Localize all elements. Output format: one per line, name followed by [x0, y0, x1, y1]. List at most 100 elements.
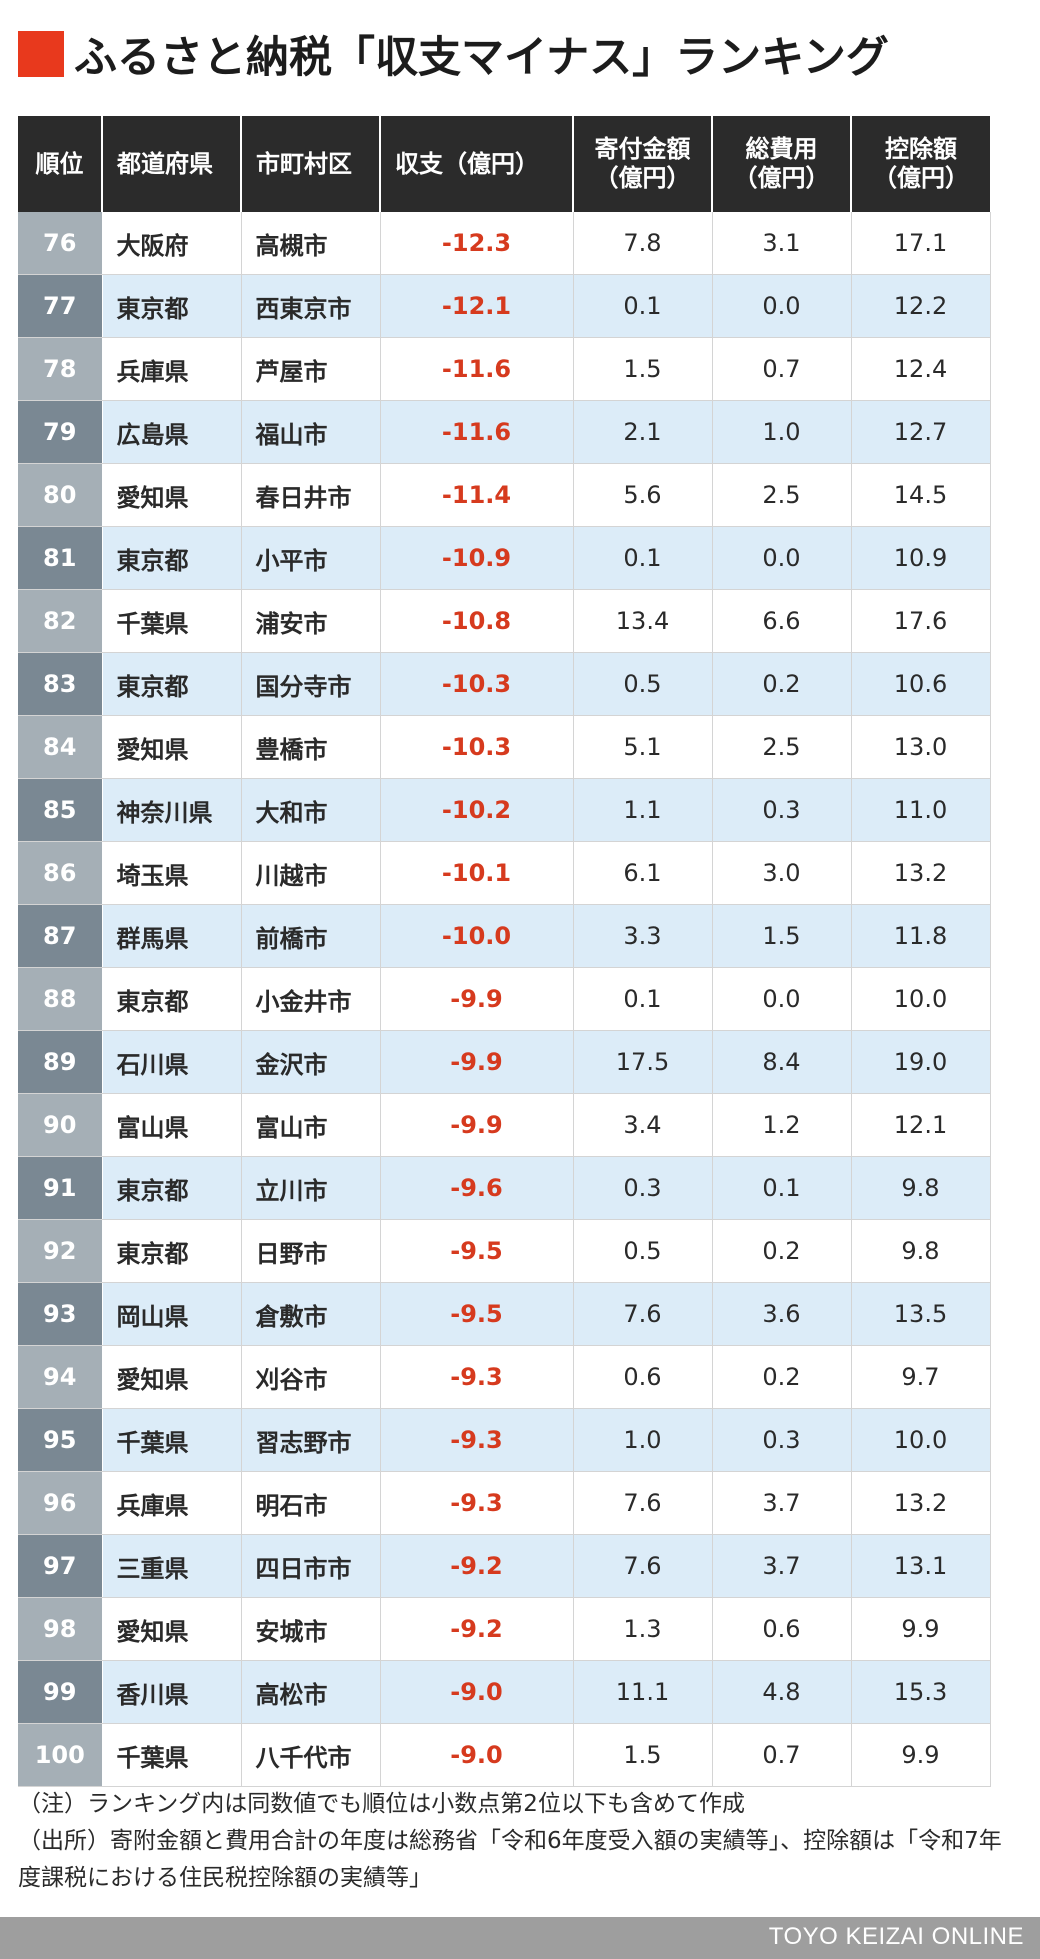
- table-row: 94 愛知県 刈谷市 -9.3 0.6 0.2 9.7: [18, 1345, 991, 1409]
- table-row: 80 愛知県 春日井市 -11.4 5.6 2.5 14.5: [18, 463, 991, 527]
- header-balance: 収支（億円）: [380, 116, 574, 212]
- prefecture-cell: 広島県: [102, 400, 242, 464]
- balance-cell: -10.8: [380, 589, 574, 653]
- table-row: 86 埼玉県 川越市 -10.1 6.1 3.0 13.2: [18, 841, 991, 905]
- deduction-cell: 9.7: [851, 1345, 991, 1409]
- title-text: ふるさと納税「収支マイナス」ランキング: [74, 33, 889, 83]
- deduction-cell: 12.7: [851, 400, 991, 464]
- table-row: 93 岡山県 倉敷市 -9.5 7.6 3.6 13.5: [18, 1282, 991, 1346]
- cost-cell: 3.7: [712, 1471, 852, 1535]
- prefecture-cell: 東京都: [102, 526, 242, 590]
- municipality-cell: 安城市: [241, 1597, 381, 1661]
- table-row: 77 東京都 西東京市 -12.1 0.1 0.0 12.2: [18, 274, 991, 338]
- balance-cell: -12.3: [380, 212, 574, 275]
- table-row: 82 千葉県 浦安市 -10.8 13.4 6.6 17.6: [18, 589, 991, 653]
- balance-cell: -9.9: [380, 1093, 574, 1157]
- table-body: 76 大阪府 高槻市 -12.3 7.8 3.1 17.1 77 東京都 西東京市 -12.1 0.1…: [18, 212, 991, 1787]
- municipality-cell: 前橋市: [241, 904, 381, 968]
- deduction-cell: 10.0: [851, 967, 991, 1031]
- table-row: 81 東京都 小平市 -10.9 0.1 0.0 10.9: [18, 526, 991, 590]
- deduction-cell: 9.9: [851, 1723, 991, 1787]
- deduction-cell: 17.1: [851, 212, 991, 275]
- balance-cell: -9.5: [380, 1282, 574, 1346]
- balance-cell: -11.6: [380, 400, 574, 464]
- table-row: 83 東京都 国分寺市 -10.3 0.5 0.2 10.6: [18, 652, 991, 716]
- table-header: 順位 都道府県 市町村区 収支（億円） 寄付金額 （億円） 総費用 （億円） 控除額…: [18, 116, 990, 212]
- deduction-cell: 13.2: [851, 841, 991, 905]
- prefecture-cell: 岡山県: [102, 1282, 242, 1346]
- prefecture-cell: 東京都: [102, 652, 242, 716]
- rank-cell: 96: [18, 1471, 103, 1535]
- municipality-cell: 日野市: [241, 1219, 381, 1283]
- donation-cell: 7.6: [573, 1534, 713, 1598]
- table-row: 84 愛知県 豊橋市 -10.3 5.1 2.5 13.0: [18, 715, 991, 779]
- donation-cell: 2.1: [573, 400, 713, 464]
- rank-cell: 82: [18, 589, 103, 653]
- deduction-cell: 13.0: [851, 715, 991, 779]
- cost-cell: 3.1: [712, 212, 852, 275]
- header-prefecture: 都道府県: [102, 116, 242, 212]
- prefecture-cell: 東京都: [102, 274, 242, 338]
- rank-cell: 95: [18, 1408, 103, 1472]
- rank-cell: 91: [18, 1156, 103, 1220]
- municipality-cell: 習志野市: [241, 1408, 381, 1472]
- table-row: 92 東京都 日野市 -9.5 0.5 0.2 9.8: [18, 1219, 991, 1283]
- donation-cell: 3.3: [573, 904, 713, 968]
- donation-cell: 7.8: [573, 212, 713, 275]
- municipality-cell: 金沢市: [241, 1030, 381, 1094]
- prefecture-cell: 千葉県: [102, 1723, 242, 1787]
- prefecture-cell: 富山県: [102, 1093, 242, 1157]
- rank-cell: 98: [18, 1597, 103, 1661]
- donation-cell: 0.3: [573, 1156, 713, 1220]
- cost-cell: 6.6: [712, 589, 852, 653]
- balance-cell: -9.6: [380, 1156, 574, 1220]
- header-municipality: 市町村区: [241, 116, 381, 212]
- municipality-cell: 富山市: [241, 1093, 381, 1157]
- deduction-cell: 15.3: [851, 1660, 991, 1724]
- prefecture-cell: 神奈川県: [102, 778, 242, 842]
- deduction-cell: 19.0: [851, 1030, 991, 1094]
- donation-cell: 0.6: [573, 1345, 713, 1409]
- municipality-cell: 小金井市: [241, 967, 381, 1031]
- table-row: 91 東京都 立川市 -9.6 0.3 0.1 9.8: [18, 1156, 991, 1220]
- cost-cell: 0.1: [712, 1156, 852, 1220]
- deduction-cell: 11.8: [851, 904, 991, 968]
- rank-cell: 86: [18, 841, 103, 905]
- prefecture-cell: 東京都: [102, 1219, 242, 1283]
- balance-cell: -10.3: [380, 715, 574, 779]
- deduction-cell: 10.6: [851, 652, 991, 716]
- table-row: 100 千葉県 八千代市 -9.0 1.5 0.7 9.9: [18, 1723, 991, 1787]
- rank-cell: 78: [18, 337, 103, 401]
- rank-cell: 90: [18, 1093, 103, 1157]
- prefecture-cell: 兵庫県: [102, 337, 242, 401]
- title-accent-square: [18, 31, 64, 77]
- notes: （注）ランキング内は同数値でも順位は小数点第2位以下も含めて作成 （出所）寄附金…: [18, 1786, 1023, 1897]
- municipality-cell: 豊橋市: [241, 715, 381, 779]
- prefecture-cell: 愛知県: [102, 1345, 242, 1409]
- prefecture-cell: 香川県: [102, 1660, 242, 1724]
- cost-cell: 1.5: [712, 904, 852, 968]
- deduction-cell: 12.4: [851, 337, 991, 401]
- header-rank: 順位: [18, 116, 103, 212]
- balance-cell: -9.2: [380, 1597, 574, 1661]
- cost-cell: 0.3: [712, 778, 852, 842]
- municipality-cell: 大和市: [241, 778, 381, 842]
- prefecture-cell: 愛知県: [102, 463, 242, 527]
- municipality-cell: 国分寺市: [241, 652, 381, 716]
- table-row: 98 愛知県 安城市 -9.2 1.3 0.6 9.9: [18, 1597, 991, 1661]
- deduction-cell: 11.0: [851, 778, 991, 842]
- prefecture-cell: 兵庫県: [102, 1471, 242, 1535]
- cost-cell: 0.0: [712, 274, 852, 338]
- rank-cell: 76: [18, 212, 103, 275]
- prefecture-cell: 大阪府: [102, 212, 242, 275]
- balance-cell: -9.2: [380, 1534, 574, 1598]
- rank-cell: 94: [18, 1345, 103, 1409]
- cost-cell: 3.7: [712, 1534, 852, 1598]
- deduction-cell: 13.5: [851, 1282, 991, 1346]
- deduction-cell: 13.1: [851, 1534, 991, 1598]
- prefecture-cell: 東京都: [102, 1156, 242, 1220]
- balance-cell: -11.6: [380, 337, 574, 401]
- cost-cell: 2.5: [712, 463, 852, 527]
- cost-cell: 1.0: [712, 400, 852, 464]
- municipality-cell: 春日井市: [241, 463, 381, 527]
